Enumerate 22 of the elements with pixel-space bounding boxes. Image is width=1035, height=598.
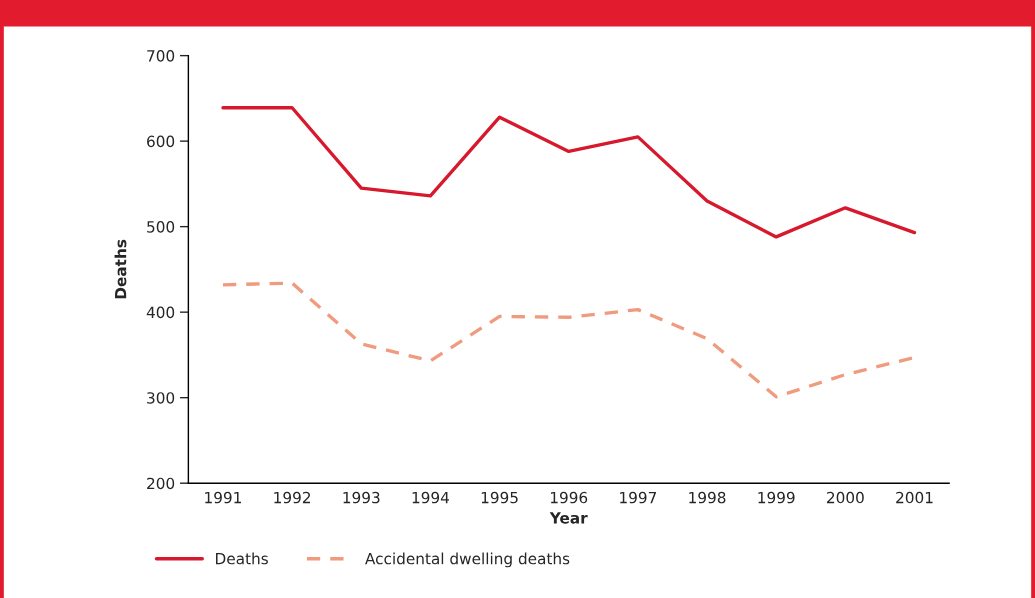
x-tick-label: 1996 xyxy=(550,491,588,504)
x-tick-label: 1999 xyxy=(758,491,795,504)
y-tick-label: 300 xyxy=(147,392,175,404)
y-tick-label: 500 xyxy=(147,221,175,233)
x-tick-label: 1998 xyxy=(689,491,726,504)
y-tick-label: 700 xyxy=(147,50,175,62)
x-tick-label: 1994 xyxy=(412,491,449,504)
x-tick-label: 1991 xyxy=(205,491,241,504)
x-tick-label: 1993 xyxy=(343,491,380,504)
y-tick-label: 200 xyxy=(147,477,175,490)
y-axis-title: Deaths xyxy=(114,239,127,299)
line-series xyxy=(221,106,917,239)
x-tick-label: 2000 xyxy=(827,491,864,504)
legend-label: Accidental dwelling deaths xyxy=(365,552,570,568)
legend-label: Deaths xyxy=(216,552,268,565)
x-axis-title: Year xyxy=(549,512,588,524)
x-tick-label: 1992 xyxy=(274,491,311,504)
x-tick-label: 1995 xyxy=(481,491,518,504)
x-tick-label: 2001 xyxy=(896,491,933,504)
x-tick-label: 1997 xyxy=(620,491,657,504)
y-tick-label: 600 xyxy=(147,135,175,148)
y-tick-label: 400 xyxy=(146,306,175,319)
